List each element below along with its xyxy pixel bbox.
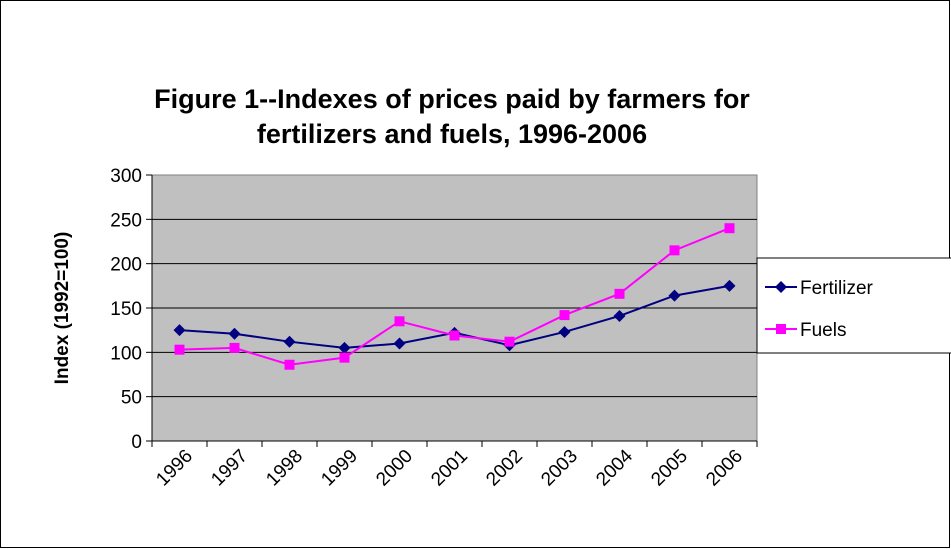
data-point — [228, 327, 241, 340]
data-point — [614, 288, 625, 299]
y-tick-label: 0 — [131, 432, 142, 453]
data-point — [338, 341, 351, 354]
data-point — [613, 309, 626, 322]
data-point — [669, 245, 680, 256]
y-tick-label: 200 — [110, 255, 142, 276]
y-tick-label: 300 — [110, 166, 142, 187]
data-point — [283, 335, 296, 348]
chart-title: fertilizers and fuels, 1996-2006 — [257, 119, 647, 149]
data-point — [504, 336, 515, 347]
legend-marker — [775, 281, 787, 293]
y-tick-label: 50 — [121, 388, 142, 409]
data-point — [668, 289, 681, 302]
data-point — [284, 359, 295, 370]
data-point — [559, 310, 570, 321]
data-point — [449, 330, 460, 341]
data-point — [393, 337, 406, 350]
legend-marker — [776, 324, 786, 334]
data-point — [174, 344, 185, 355]
legend-box — [756, 257, 951, 354]
y-axis-label: Index (1992=100) — [52, 232, 73, 385]
data-point — [723, 279, 736, 292]
data-point — [339, 352, 350, 363]
chart-title: Figure 1--Indexes of prices paid by farm… — [154, 84, 750, 114]
y-tick-label: 100 — [110, 343, 142, 364]
data-point — [558, 325, 571, 338]
data-point — [724, 223, 735, 234]
legend-label: Fuels — [800, 320, 846, 341]
data-point — [229, 342, 240, 353]
y-tick-label: 150 — [110, 299, 142, 320]
data-point — [394, 316, 405, 327]
y-tick-label: 250 — [110, 210, 142, 231]
data-point — [173, 324, 186, 337]
legend-label: Fertilizer — [800, 278, 874, 299]
